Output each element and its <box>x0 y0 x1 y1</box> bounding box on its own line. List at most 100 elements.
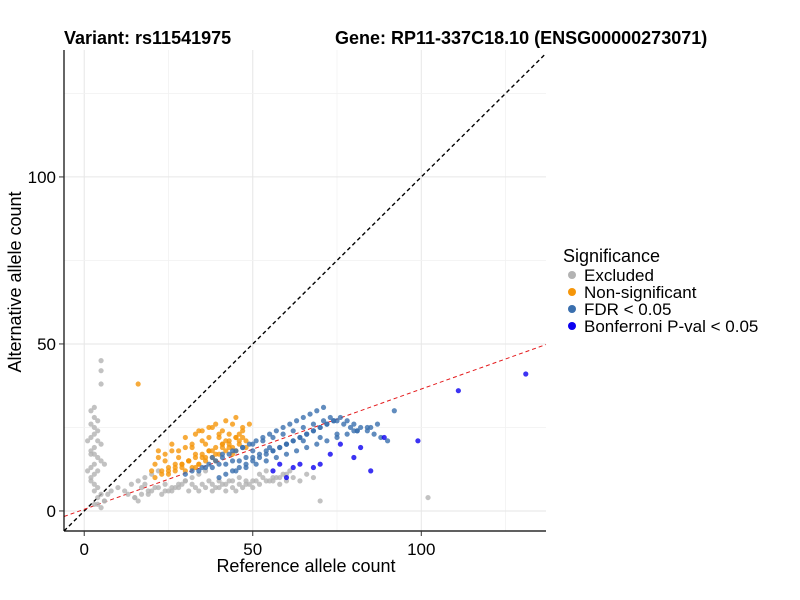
point-excluded <box>209 481 215 487</box>
point-fdr-0-05 <box>327 414 333 421</box>
point-fdr-0-05 <box>310 428 317 434</box>
point-fdr-0-05 <box>290 428 296 434</box>
point-excluded <box>290 474 296 481</box>
point-fdr-0-05 <box>314 441 320 447</box>
point-fdr-0-05 <box>304 431 310 437</box>
point-fdr-0-05 <box>253 438 259 444</box>
point-fdr-0-05 <box>334 431 340 437</box>
point-fdr-0-05 <box>236 464 242 471</box>
point-fdr-0-05 <box>256 454 263 461</box>
point-excluded <box>115 484 121 491</box>
point-non-significant <box>199 428 205 434</box>
point-fdr-0-05 <box>243 454 249 461</box>
point-non-significant <box>182 434 188 441</box>
point-fdr-0-05 <box>260 438 266 444</box>
point-excluded <box>277 481 283 487</box>
point-excluded <box>162 481 168 487</box>
point-non-significant <box>206 424 212 431</box>
point-non-significant <box>246 421 252 427</box>
point-fdr-0-05 <box>300 414 306 421</box>
point-excluded <box>223 488 229 494</box>
reference-lines <box>63 52 547 532</box>
point-non-significant <box>176 454 182 461</box>
point-excluded <box>280 471 286 477</box>
point-fdr-0-05 <box>351 428 357 434</box>
legend-label-fdr: FDR < 0.05 <box>584 300 671 319</box>
point-fdr-0-05 <box>293 418 300 424</box>
point-excluded <box>172 484 178 491</box>
point-fdr-0-05 <box>304 444 310 451</box>
point-excluded <box>246 481 252 487</box>
point-excluded <box>98 368 104 374</box>
point-non-significant <box>199 451 205 457</box>
point-non-significant <box>216 434 222 441</box>
point-excluded <box>209 488 215 494</box>
point-non-significant <box>202 441 209 447</box>
point-excluded <box>138 484 145 491</box>
point-fdr-0-05 <box>240 444 246 451</box>
x-tick-label: 100 <box>407 540 435 559</box>
point-fdr-0-05 <box>216 474 222 481</box>
point-bonferroni-p-val-0-05 <box>358 444 364 451</box>
point-fdr-0-05 <box>196 468 202 474</box>
point-non-significant <box>189 444 195 451</box>
y-tick-label: 100 <box>28 168 56 187</box>
point-excluded <box>165 488 172 494</box>
point-fdr-0-05 <box>270 434 276 441</box>
point-excluded <box>182 478 188 484</box>
point-excluded <box>202 484 209 491</box>
point-non-significant <box>206 448 212 454</box>
point-fdr-0-05 <box>250 448 256 454</box>
point-fdr-0-05 <box>270 448 276 454</box>
point-excluded <box>91 471 97 477</box>
point-excluded <box>108 488 114 494</box>
point-fdr-0-05 <box>341 421 347 427</box>
point-excluded <box>132 494 138 501</box>
point-excluded <box>88 421 94 427</box>
point-bonferroni-p-val-0-05 <box>327 451 333 457</box>
point-fdr-0-05 <box>280 424 286 431</box>
point-fdr-0-05 <box>243 464 249 471</box>
point-non-significant <box>186 458 192 464</box>
variant-title: Variant: rs11541975 <box>64 28 231 48</box>
point-non-significant <box>236 431 242 437</box>
point-fdr-0-05 <box>344 418 350 424</box>
point-fdr-0-05 <box>371 431 377 437</box>
point-non-significant <box>162 451 168 457</box>
point-non-significant <box>165 468 172 474</box>
point-fdr-0-05 <box>209 464 215 471</box>
point-excluded <box>91 488 97 494</box>
point-fdr-0-05 <box>267 444 273 451</box>
legend: Significance Excluded Non-significant FD… <box>563 246 758 336</box>
point-fdr-0-05 <box>283 441 290 447</box>
x-tick-label: 50 <box>243 540 262 559</box>
point-fdr-0-05 <box>219 451 226 457</box>
point-non-significant <box>226 438 232 444</box>
point-excluded <box>95 454 101 461</box>
point-non-significant <box>243 438 249 444</box>
point-excluded <box>138 491 145 497</box>
point-excluded <box>317 498 323 504</box>
point-bonferroni-p-val-0-05 <box>270 468 276 474</box>
point-fdr-0-05 <box>223 471 229 477</box>
point-non-significant <box>169 441 175 447</box>
point-non-significant <box>202 458 209 464</box>
point-excluded <box>233 488 239 494</box>
legend-swatch-non-significant <box>568 288 576 296</box>
gene-title: Gene: RP11-337C18.10 (ENSG00000273071) <box>335 28 707 48</box>
point-bonferroni-p-val-0-05 <box>523 371 529 377</box>
point-excluded <box>196 488 202 494</box>
point-excluded <box>189 481 195 487</box>
point-bonferroni-p-val-0-05 <box>317 461 323 467</box>
point-excluded <box>229 484 236 491</box>
legend-swatch-excluded <box>568 271 576 279</box>
point-fdr-0-05 <box>331 418 337 424</box>
point-fdr-0-05 <box>250 441 256 447</box>
point-excluded <box>128 481 135 487</box>
point-fdr-0-05 <box>253 461 259 467</box>
axes: 0 50 100 0 50 100 <box>28 50 546 559</box>
legend-swatch-fdr <box>568 305 576 313</box>
point-fdr-0-05 <box>314 408 320 414</box>
point-fdr-0-05 <box>300 424 306 431</box>
